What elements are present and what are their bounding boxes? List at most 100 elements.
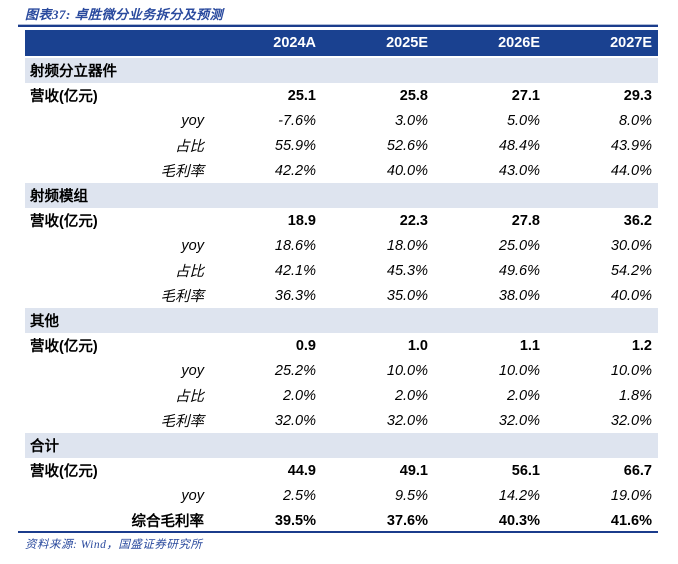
row-label: 占比 xyxy=(175,264,204,280)
table-row: 毛利率 36.3% 35.0% 38.0% 40.0% xyxy=(25,283,658,308)
column-header-2026e: 2026E xyxy=(434,30,546,58)
cell-value: 22.3 xyxy=(399,212,428,229)
column-header-blank xyxy=(25,30,210,58)
section-header-rf-discrete: 射频分立器件 xyxy=(25,57,658,83)
cell-value: 1.2 xyxy=(631,337,652,354)
cell-value: 18.6% xyxy=(274,237,316,254)
row-label: 毛利率 xyxy=(160,289,205,305)
row-label: yoy xyxy=(181,112,204,129)
row-label: yoy xyxy=(181,237,204,254)
row-label: yoy xyxy=(181,487,204,504)
table-header-row: 2024A 2025E 2026E 2027E xyxy=(25,30,658,58)
cell-value: 49.6% xyxy=(498,262,540,279)
cell-value: 25.0% xyxy=(498,237,540,254)
cell-value: 52.6% xyxy=(386,137,428,154)
cell-value: 45.3% xyxy=(386,262,428,279)
cell-value: 30.0% xyxy=(610,237,652,254)
row-label: 营收(亿元) xyxy=(30,214,98,230)
cell-value: 1.1 xyxy=(519,337,540,354)
cell-value: 32.0% xyxy=(386,412,428,429)
cell-value: 36.2 xyxy=(623,212,652,229)
row-label: yoy xyxy=(181,362,204,379)
cell-value: 2.0% xyxy=(506,387,540,404)
cell-value: 9.5% xyxy=(394,487,428,504)
cell-value: 27.1 xyxy=(511,87,540,104)
cell-value: 3.0% xyxy=(394,112,428,129)
table-row: yoy 18.6% 18.0% 25.0% 30.0% xyxy=(25,233,658,258)
row-label: 占比 xyxy=(175,139,204,155)
cell-value: 43.0% xyxy=(498,162,540,179)
cell-value: 54.2% xyxy=(610,262,652,279)
cell-value: 25.8 xyxy=(399,87,428,104)
cell-value: 42.2% xyxy=(274,162,316,179)
cell-value: 29.3 xyxy=(623,87,652,104)
cell-value: 27.8 xyxy=(511,212,540,229)
cell-value: 42.1% xyxy=(274,262,316,279)
cell-value: 2.0% xyxy=(282,387,316,404)
cell-value: 5.0% xyxy=(506,112,540,129)
cell-value: 39.5% xyxy=(274,512,316,529)
cell-value: 38.0% xyxy=(498,287,540,304)
cell-value: 8.0% xyxy=(618,112,652,129)
table-row: 营收(亿元) 0.9 1.0 1.1 1.2 xyxy=(25,333,658,358)
cell-value: 1.0 xyxy=(407,337,428,354)
segment-forecast-table: 2024A 2025E 2026E 2027E 射频分立器件 营收(亿元) 25… xyxy=(25,30,658,533)
cell-value: 40.0% xyxy=(386,162,428,179)
column-header-2025e: 2025E xyxy=(322,30,434,58)
table-row: 营收(亿元) 18.9 22.3 27.8 36.2 xyxy=(25,208,658,233)
column-header-2024a: 2024A xyxy=(210,30,322,58)
cell-value: 55.9% xyxy=(274,137,316,154)
table-row: 毛利率 32.0% 32.0% 32.0% 32.0% xyxy=(25,408,658,433)
cell-value: 56.1 xyxy=(511,462,540,479)
table-row: yoy -7.6% 3.0% 5.0% 8.0% xyxy=(25,108,658,133)
row-label: 综合毛利率 xyxy=(131,514,205,530)
table-row: 占比 2.0% 2.0% 2.0% 1.8% xyxy=(25,383,658,408)
row-label: 占比 xyxy=(175,389,204,405)
cell-value: 44.9 xyxy=(287,462,316,479)
cell-value: 25.1 xyxy=(287,87,316,104)
table-row: 占比 42.1% 45.3% 49.6% 54.2% xyxy=(25,258,658,283)
figure-title: 图表37: 卓胜微分业务拆分及预测 xyxy=(25,7,224,22)
cell-value: 2.5% xyxy=(282,487,316,504)
cell-value: 14.2% xyxy=(498,487,540,504)
section-header-rf-modules: 射频模组 xyxy=(25,183,658,208)
cell-value: 10.0% xyxy=(610,362,652,379)
cell-value: 40.3% xyxy=(498,512,540,529)
cell-value: 32.0% xyxy=(498,412,540,429)
cell-value: 32.0% xyxy=(274,412,316,429)
cell-value: 43.9% xyxy=(610,137,652,154)
table-bottom-divider xyxy=(18,531,658,533)
table-row: yoy 25.2% 10.0% 10.0% 10.0% xyxy=(25,358,658,383)
cell-value: 44.0% xyxy=(610,162,652,179)
cell-value: 10.0% xyxy=(498,362,540,379)
table-row: 毛利率 42.2% 40.0% 43.0% 44.0% xyxy=(25,158,658,183)
row-label: 毛利率 xyxy=(160,414,205,430)
cell-value: 18.9 xyxy=(287,212,316,229)
table-row: yoy 2.5% 9.5% 14.2% 19.0% xyxy=(25,483,658,508)
row-label: 营收(亿元) xyxy=(30,464,98,480)
column-header-2027e: 2027E xyxy=(546,30,658,58)
cell-value: 66.7 xyxy=(623,462,652,479)
cell-value: 41.6% xyxy=(610,512,652,529)
section-header-total: 合计 xyxy=(25,433,658,458)
table-row: 综合毛利率 39.5% 37.6% 40.3% 41.6% xyxy=(25,508,658,533)
section-header-other: 其他 xyxy=(25,308,658,333)
cell-value: 49.1 xyxy=(399,462,428,479)
title-divider xyxy=(18,24,658,27)
row-label: 营收(亿元) xyxy=(30,339,98,355)
cell-value: 40.0% xyxy=(610,287,652,304)
cell-value: -7.6% xyxy=(278,112,316,129)
cell-value: 18.0% xyxy=(386,237,428,254)
table-row: 营收(亿元) 25.1 25.8 27.1 29.3 xyxy=(25,83,658,108)
cell-value: 48.4% xyxy=(498,137,540,154)
cell-value: 0.9 xyxy=(295,337,316,354)
cell-value: 25.2% xyxy=(274,362,316,379)
table-row: 营收(亿元) 44.9 49.1 56.1 66.7 xyxy=(25,458,658,483)
cell-value: 2.0% xyxy=(394,387,428,404)
cell-value: 19.0% xyxy=(610,487,652,504)
cell-value: 36.3% xyxy=(274,287,316,304)
row-label: 营收(亿元) xyxy=(30,89,98,105)
cell-value: 10.0% xyxy=(386,362,428,379)
cell-value: 32.0% xyxy=(610,412,652,429)
